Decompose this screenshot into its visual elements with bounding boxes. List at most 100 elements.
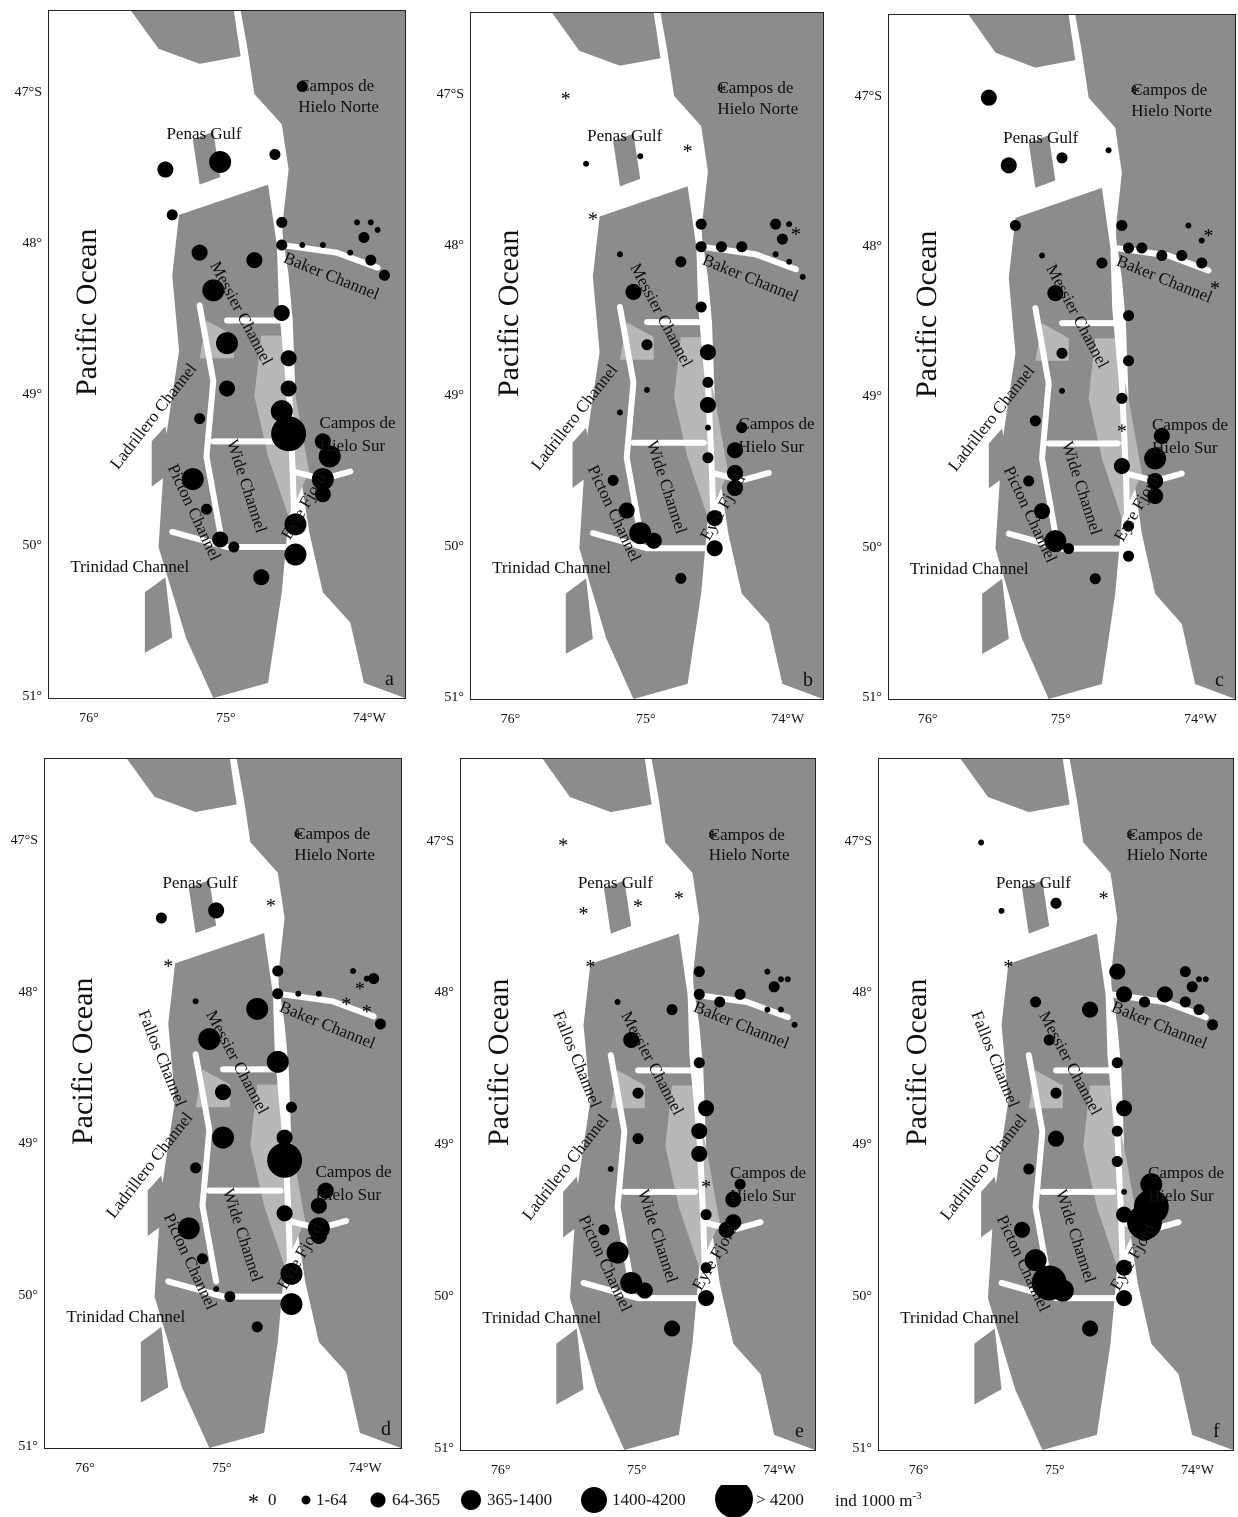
station-circle-marker xyxy=(280,1262,303,1285)
channel-water xyxy=(1098,139,1116,176)
station-circle-marker xyxy=(1186,981,1198,993)
station-circle-marker xyxy=(196,1253,208,1265)
station-circle-marker xyxy=(1089,573,1101,585)
station-zero-marker: * xyxy=(791,224,801,246)
station-circle-marker xyxy=(693,1057,705,1069)
station-circle-marker xyxy=(675,256,687,268)
station-circle-marker xyxy=(1193,1004,1205,1016)
place-label-trinidad: Trinidad Channel xyxy=(66,1306,186,1326)
station-circle-marker xyxy=(319,242,326,249)
channel-water xyxy=(261,884,279,921)
station-circle-marker xyxy=(706,510,723,527)
latitude-label: 48° xyxy=(22,236,42,252)
legend-label-2: 64-365 xyxy=(392,1490,441,1509)
land-mass xyxy=(651,759,815,1450)
station-circle-marker xyxy=(1109,963,1126,980)
station-circle-marker xyxy=(786,221,793,228)
place-label-north-ice2: Hielo Norte xyxy=(708,845,790,865)
land-mass xyxy=(151,426,173,487)
station-circle-marker xyxy=(192,998,199,1005)
station-circle-marker xyxy=(1048,1130,1064,1147)
station-circle-marker xyxy=(1153,427,1170,444)
station-circle-marker xyxy=(1063,543,1075,555)
legend-circle-2-icon xyxy=(370,1492,386,1508)
station-circle-marker xyxy=(666,1004,678,1016)
longitude-label: 76° xyxy=(500,712,521,727)
station-circle-marker xyxy=(1096,257,1108,269)
station-circle-marker xyxy=(1136,242,1148,254)
legend-circle-4-icon xyxy=(581,1487,607,1513)
place-label-trinidad: Trinidad Channel xyxy=(909,558,1029,578)
station-circle-marker xyxy=(1050,897,1062,909)
station-circle-marker xyxy=(725,1191,742,1208)
station-zero-marker: * xyxy=(579,903,589,925)
channel-water xyxy=(675,885,693,922)
legend-unit-text: ind 1000 m xyxy=(835,1490,913,1510)
station-circle-marker xyxy=(1116,986,1133,1003)
land-mass xyxy=(147,1175,169,1236)
station-circle-marker xyxy=(284,513,307,536)
station-circle-marker xyxy=(1113,457,1130,474)
station-circle-marker xyxy=(1030,996,1042,1008)
map-canvas: * * * * xyxy=(968,15,1235,699)
latitude-label: 49° xyxy=(444,388,464,404)
station-zero-marker: * xyxy=(1117,420,1127,442)
station-circle-marker xyxy=(155,912,167,924)
station-circle-marker xyxy=(1044,530,1067,553)
station-zero-marker: * xyxy=(633,895,643,917)
legend-label-5: > 4200 xyxy=(756,1490,804,1509)
station-circle-marker xyxy=(354,219,361,226)
place-label-trinidad: Trinidad Channel xyxy=(482,1308,602,1328)
station-circle-marker xyxy=(166,209,178,221)
land-mass xyxy=(552,13,661,66)
ocean-label: Pacific Ocean xyxy=(70,228,104,396)
station-circle-marker xyxy=(215,1084,231,1101)
latitude-label: 47°S xyxy=(14,85,42,101)
channel-water xyxy=(169,528,292,551)
station-circle-marker xyxy=(734,1178,746,1190)
station-circle-marker xyxy=(280,380,297,397)
land-mass xyxy=(968,15,1076,68)
station-circle-marker xyxy=(1082,1001,1099,1018)
station-circle-marker xyxy=(280,1293,303,1316)
station-circle-marker xyxy=(276,239,288,251)
station-circle-marker xyxy=(266,1050,289,1073)
land-mass xyxy=(556,1328,584,1405)
station-circle-marker xyxy=(1023,475,1035,487)
longitude-label: 76° xyxy=(75,1461,95,1476)
station-circle-marker xyxy=(693,966,705,978)
longitude-label: 74°W xyxy=(1181,1463,1214,1478)
station-circle-marker xyxy=(715,241,727,253)
channel-water xyxy=(274,990,377,1020)
station-circle-marker xyxy=(267,1142,303,1178)
land-mass xyxy=(127,759,237,812)
station-circle-marker xyxy=(618,502,635,519)
ocean-label: Pacific Ocean xyxy=(909,230,943,399)
legend-symbols: * xyxy=(248,1485,753,1517)
station-zero-marker: * xyxy=(163,955,173,977)
station-circle-marker xyxy=(1024,1249,1047,1272)
station-zero-marker: * xyxy=(1099,888,1109,910)
station-circle-marker xyxy=(1144,447,1167,470)
map-canvas xyxy=(131,11,405,698)
station-circle-marker xyxy=(1207,1019,1219,1031)
place-label-north-ice1: Campos de xyxy=(298,76,375,96)
channel-water xyxy=(1025,1052,1053,1286)
station-circle-marker xyxy=(228,541,240,553)
station-circle-marker xyxy=(212,1126,234,1149)
station-circle-marker xyxy=(699,344,716,361)
latitude-label: 50° xyxy=(18,1287,38,1303)
latitude-label: 51° xyxy=(18,1439,38,1454)
land-mass xyxy=(613,133,641,187)
station-circle-marker xyxy=(190,1162,202,1174)
station-circle-marker xyxy=(276,216,288,228)
longitude-label: 75° xyxy=(216,711,236,726)
station-circle-marker xyxy=(208,902,225,919)
land-mass xyxy=(981,1176,1002,1238)
station-circle-marker xyxy=(269,148,281,160)
channel-water xyxy=(1093,885,1111,922)
longitude-label: 75° xyxy=(636,712,656,727)
place-label-trinidad: Trinidad Channel xyxy=(492,558,611,578)
place-label-gulf: Penas Gulf xyxy=(995,873,1071,892)
land-mass xyxy=(660,13,823,699)
